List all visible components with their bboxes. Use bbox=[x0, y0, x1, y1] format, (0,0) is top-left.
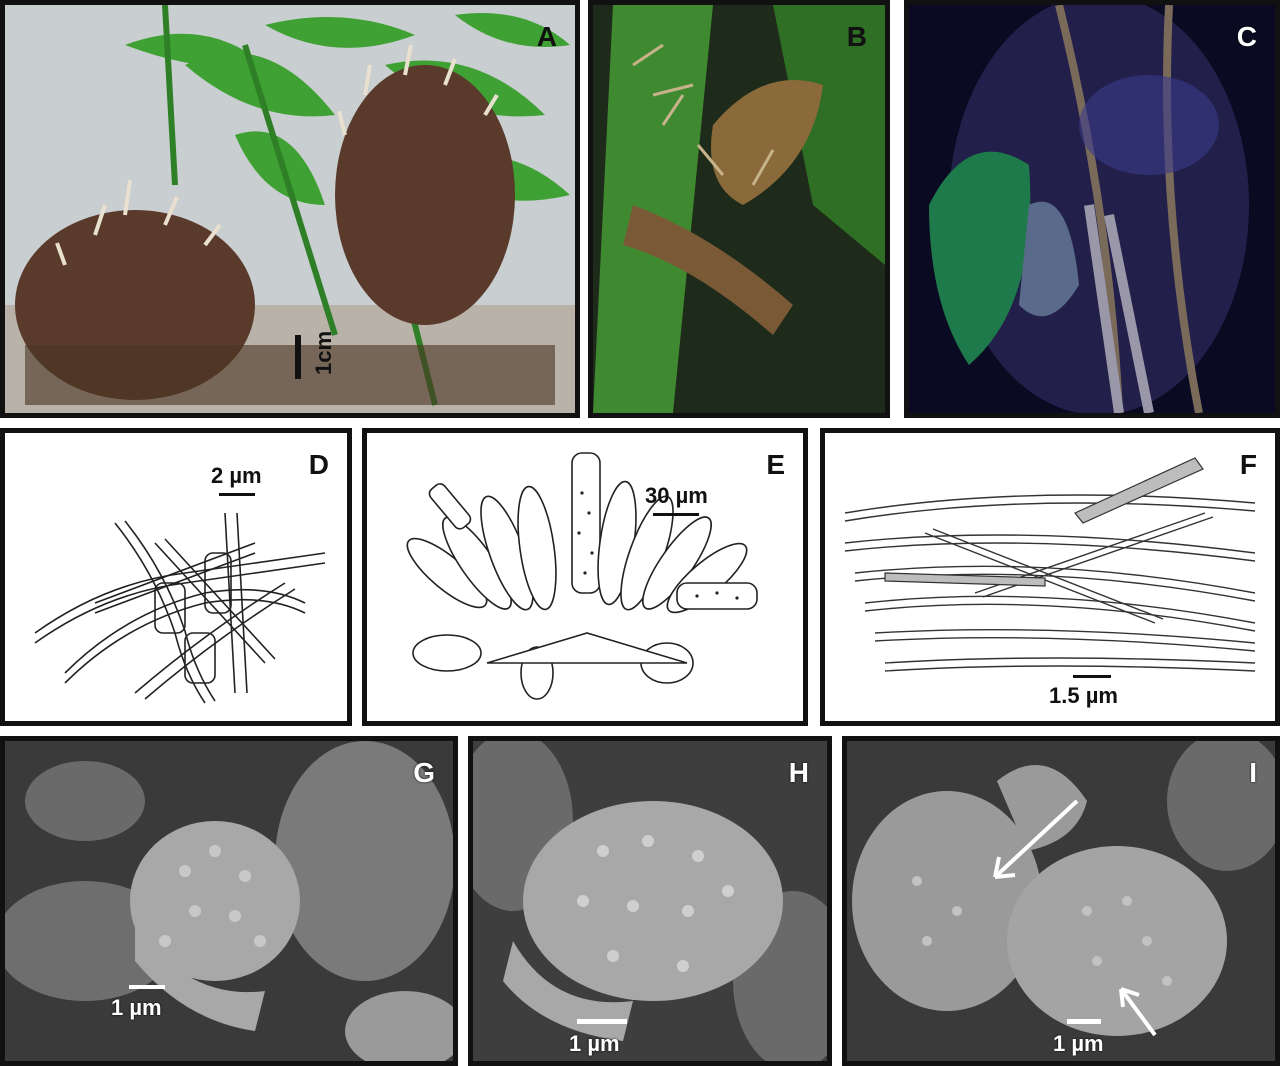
arrows bbox=[993, 799, 1157, 1037]
panel-label: G bbox=[413, 757, 435, 788]
scale-bar-label: 1 µm bbox=[569, 1031, 620, 1056]
scale-bar-label: 1 µm bbox=[1053, 1031, 1104, 1056]
scale-bar-line bbox=[129, 985, 165, 989]
panel-h: H 1 µm bbox=[468, 736, 832, 1066]
scale-bar-label: 2 µm bbox=[211, 463, 262, 488]
photo-fungus-on-plant bbox=[5, 5, 575, 413]
drawing-hyphal-layer bbox=[844, 457, 1256, 672]
sem-spore bbox=[473, 741, 827, 1061]
scale-bar-line bbox=[295, 335, 301, 379]
panel-label: C bbox=[1236, 21, 1257, 52]
sem-spore bbox=[5, 741, 453, 1061]
panel-label: B bbox=[846, 21, 867, 52]
panel-c: C bbox=[904, 0, 1280, 418]
scale-bar-line bbox=[219, 493, 255, 496]
panel-label: D bbox=[308, 449, 329, 480]
panel-i: I 1 µm bbox=[842, 736, 1280, 1066]
scale-bar-label: 1cm bbox=[311, 330, 336, 375]
panel-label: I bbox=[1249, 757, 1257, 788]
sem-spores-pair bbox=[847, 741, 1275, 1061]
panel-label: F bbox=[1239, 449, 1257, 480]
panel-label: H bbox=[788, 757, 809, 788]
scale-bar-line bbox=[653, 513, 699, 516]
scale-bar-label: 1 µm bbox=[111, 995, 162, 1020]
scale-bar-label: 30 µm bbox=[645, 483, 708, 508]
panel-label: E bbox=[766, 449, 785, 480]
panel-e: E 30 µm bbox=[362, 428, 808, 726]
panel-b: B bbox=[588, 0, 890, 418]
panel-label: A bbox=[536, 21, 557, 52]
scale-bar-label: 1.5 µm bbox=[1049, 683, 1118, 708]
panel-f: F 1.5 µm bbox=[820, 428, 1280, 726]
photo-fluorescence bbox=[909, 5, 1275, 413]
drawing-hymenium bbox=[406, 452, 758, 700]
drawing-hyphae bbox=[34, 512, 326, 704]
panel-g: G 1 µm bbox=[0, 736, 458, 1066]
photo-stem-closeup bbox=[593, 5, 885, 413]
scale-bar-line bbox=[577, 1019, 627, 1024]
scale-bar-line bbox=[1073, 675, 1111, 678]
panel-a: A 1cm bbox=[0, 0, 580, 418]
scale-bar-line bbox=[1067, 1019, 1101, 1024]
panel-d: D 2 µm bbox=[0, 428, 352, 726]
